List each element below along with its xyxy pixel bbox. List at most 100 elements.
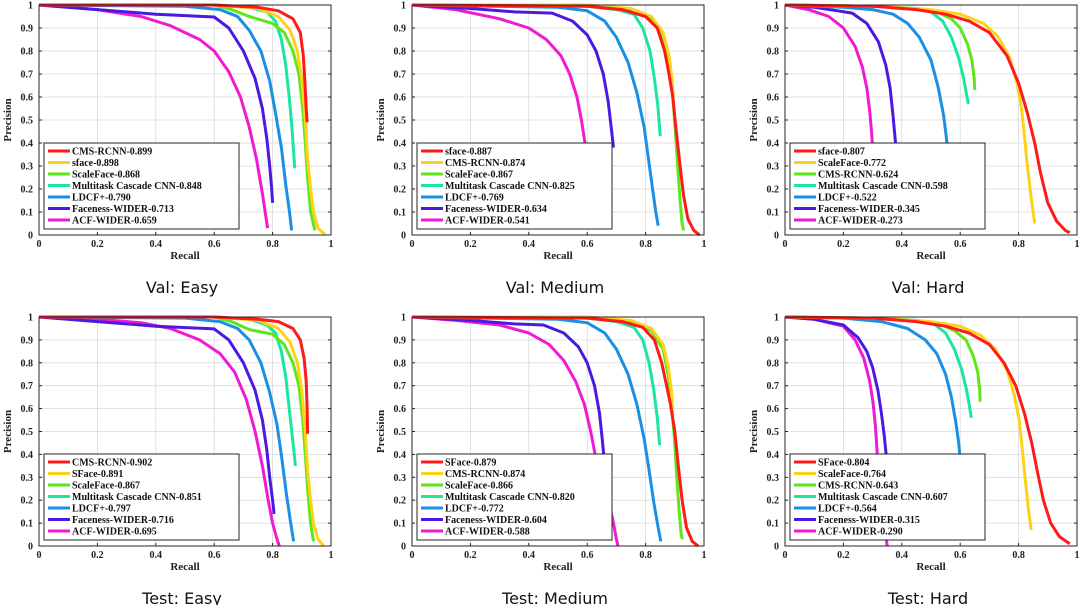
curve-acf-wider: [412, 3, 588, 148]
legend-entry: ACF-WIDER-0.290: [818, 527, 903, 538]
legend-entry: CMS-RCNN-0.874: [445, 469, 525, 480]
y-tick-label: 0.3: [394, 162, 407, 173]
x-tick-label: 1: [702, 550, 707, 561]
legend-entry: SFace-0.891: [72, 469, 123, 480]
legend-entry: sface-0.807: [818, 147, 865, 158]
y-tick-label: 0.4: [21, 139, 34, 150]
chart-panel-val-hard: 0 0.2 0.4 0.6 0.8 1 0 0.1 0.2 0.3 0.4 0.5 0.6 0.7 0.8 0…: [748, 1, 1080, 298]
panel-caption: Val: Easy: [146, 278, 218, 297]
legend-box: [789, 142, 986, 230]
legend: sface-0.887CMS-RCNN-0.874ScaleFace-0.867…: [416, 142, 613, 230]
legend-entry: CMS-RCNN-0.624: [818, 170, 898, 181]
legend-entry: ACF-WIDER-0.588: [445, 527, 530, 538]
chart-panel-test-medium: 0 0.2 0.4 0.6 0.8 1 0 0.1 0.2 0.3 0.4 0.5 0.6 0.7 0.8 0…: [375, 313, 707, 605]
legend-entry: ScaleFace-0.866: [445, 481, 513, 492]
y-tick-label: 1: [774, 313, 779, 324]
y-tick-label: 0.2: [394, 185, 407, 196]
y-tick-label: 0.7: [21, 381, 34, 392]
curve-faceness-wider: [785, 3, 898, 148]
plot-frame: [784, 316, 1078, 547]
y-tick-label: 0.8: [21, 47, 34, 58]
legend-box: [416, 453, 613, 541]
curve-ldcf: [785, 315, 962, 460]
y-axis-label: Precision: [375, 98, 387, 141]
y-tick-label: 0.2: [767, 496, 780, 507]
x-tick-label: 0.6: [954, 550, 967, 561]
y-tick-label: 0.4: [394, 450, 407, 461]
panel-caption: Test: Easy: [141, 589, 222, 605]
y-tick-label: 1: [28, 313, 33, 324]
curve-cms-rcnn: [39, 315, 310, 434]
legend-entry: Multitask Cascade CNN-0.825: [445, 181, 575, 192]
legend-entry: ACF-WIDER-0.541: [445, 216, 530, 227]
x-tick-label: 0: [37, 550, 42, 561]
curve-faceness-wider: [412, 315, 606, 460]
x-tick-label: 0.8: [1012, 239, 1025, 250]
x-tick-label: 1: [329, 239, 334, 250]
curve-ldcf: [39, 3, 294, 231]
curve-scaleface: [39, 3, 317, 231]
curve-ldcf: [412, 3, 660, 227]
legend: sface-0.807ScaleFace-0.772CMS-RCNN-0.624…: [789, 142, 986, 230]
y-tick-label: 0.5: [21, 427, 34, 438]
legend-box: [43, 142, 240, 230]
plot-frame: [411, 316, 705, 547]
legend-entry: LDCF+-0.769: [445, 193, 504, 204]
x-tick-label: 0: [783, 550, 788, 561]
plot-frame: [411, 4, 705, 236]
curves: [39, 3, 327, 236]
y-tick-label: 0.9: [21, 24, 34, 35]
y-tick-label: 0.9: [394, 335, 407, 346]
curves: [785, 315, 1071, 547]
y-tick-label: 0: [774, 542, 779, 553]
legend: CMS-RCNN-0.902SFace-0.891ScaleFace-0.867…: [43, 453, 240, 541]
y-tick-label: 1: [28, 1, 33, 12]
x-tick-label: 0.8: [1012, 550, 1025, 561]
y-tick-label: 0.3: [767, 473, 780, 484]
legend-box: [416, 142, 613, 230]
y-tick-label: 0.3: [21, 162, 34, 173]
x-axis-label: Recall: [170, 561, 199, 573]
y-tick-label: 0: [401, 231, 406, 242]
curve-sface: [412, 315, 700, 547]
legend-entry: Multitask Cascade CNN-0.848: [72, 181, 202, 192]
curve-acf-wider: [785, 3, 875, 148]
x-tick-label: 0: [410, 550, 415, 561]
x-axis-label: Recall: [916, 561, 945, 573]
y-tick-label: 0.7: [21, 70, 34, 81]
curve-sface: [785, 3, 1071, 235]
y-tick-label: 0.2: [394, 496, 407, 507]
curve-ldcf: [412, 315, 663, 542]
legend-box: [43, 453, 240, 541]
legend-entry: ACF-WIDER-0.273: [818, 216, 903, 227]
legend-entry: SFace-0.804: [818, 458, 869, 469]
y-tick-label: 1: [774, 1, 779, 12]
curve-ldcf: [785, 3, 949, 148]
legend-entry: LDCF+-0.564: [818, 504, 877, 515]
legend-entry: ACF-WIDER-0.695: [72, 527, 157, 538]
x-tick-label: 0.6: [581, 550, 594, 561]
y-tick-label: 0.4: [394, 139, 407, 150]
x-tick-label: 0.4: [523, 239, 536, 250]
legend-entry: LDCF+-0.522: [818, 193, 877, 204]
x-axis-label: Recall: [170, 250, 199, 262]
y-tick-label: 0.6: [394, 404, 407, 415]
y-tick-label: 0.1: [394, 519, 407, 530]
legend-entry: Multitask Cascade CNN-0.598: [818, 181, 948, 192]
legend-entry: ScaleFace-0.764: [818, 469, 886, 480]
curves: [412, 3, 701, 236]
y-tick-label: 0.8: [21, 358, 34, 369]
y-tick-label: 0.1: [394, 208, 407, 219]
y-tick-label: 0.6: [394, 93, 407, 104]
y-tick-label: 0.6: [21, 404, 34, 415]
legend-entry: CMS-RCNN-0.874: [445, 158, 525, 169]
y-tick-label: 0.9: [21, 335, 34, 346]
legend-entry: CMS-RCNN-0.902: [72, 458, 152, 469]
x-tick-label: 0.6: [581, 239, 594, 250]
x-tick-label: 0: [783, 239, 788, 250]
x-tick-label: 0.8: [639, 550, 652, 561]
curve-faceness-wider: [39, 3, 275, 203]
curve-sface: [785, 315, 1071, 545]
y-tick-label: 0.7: [394, 70, 407, 81]
